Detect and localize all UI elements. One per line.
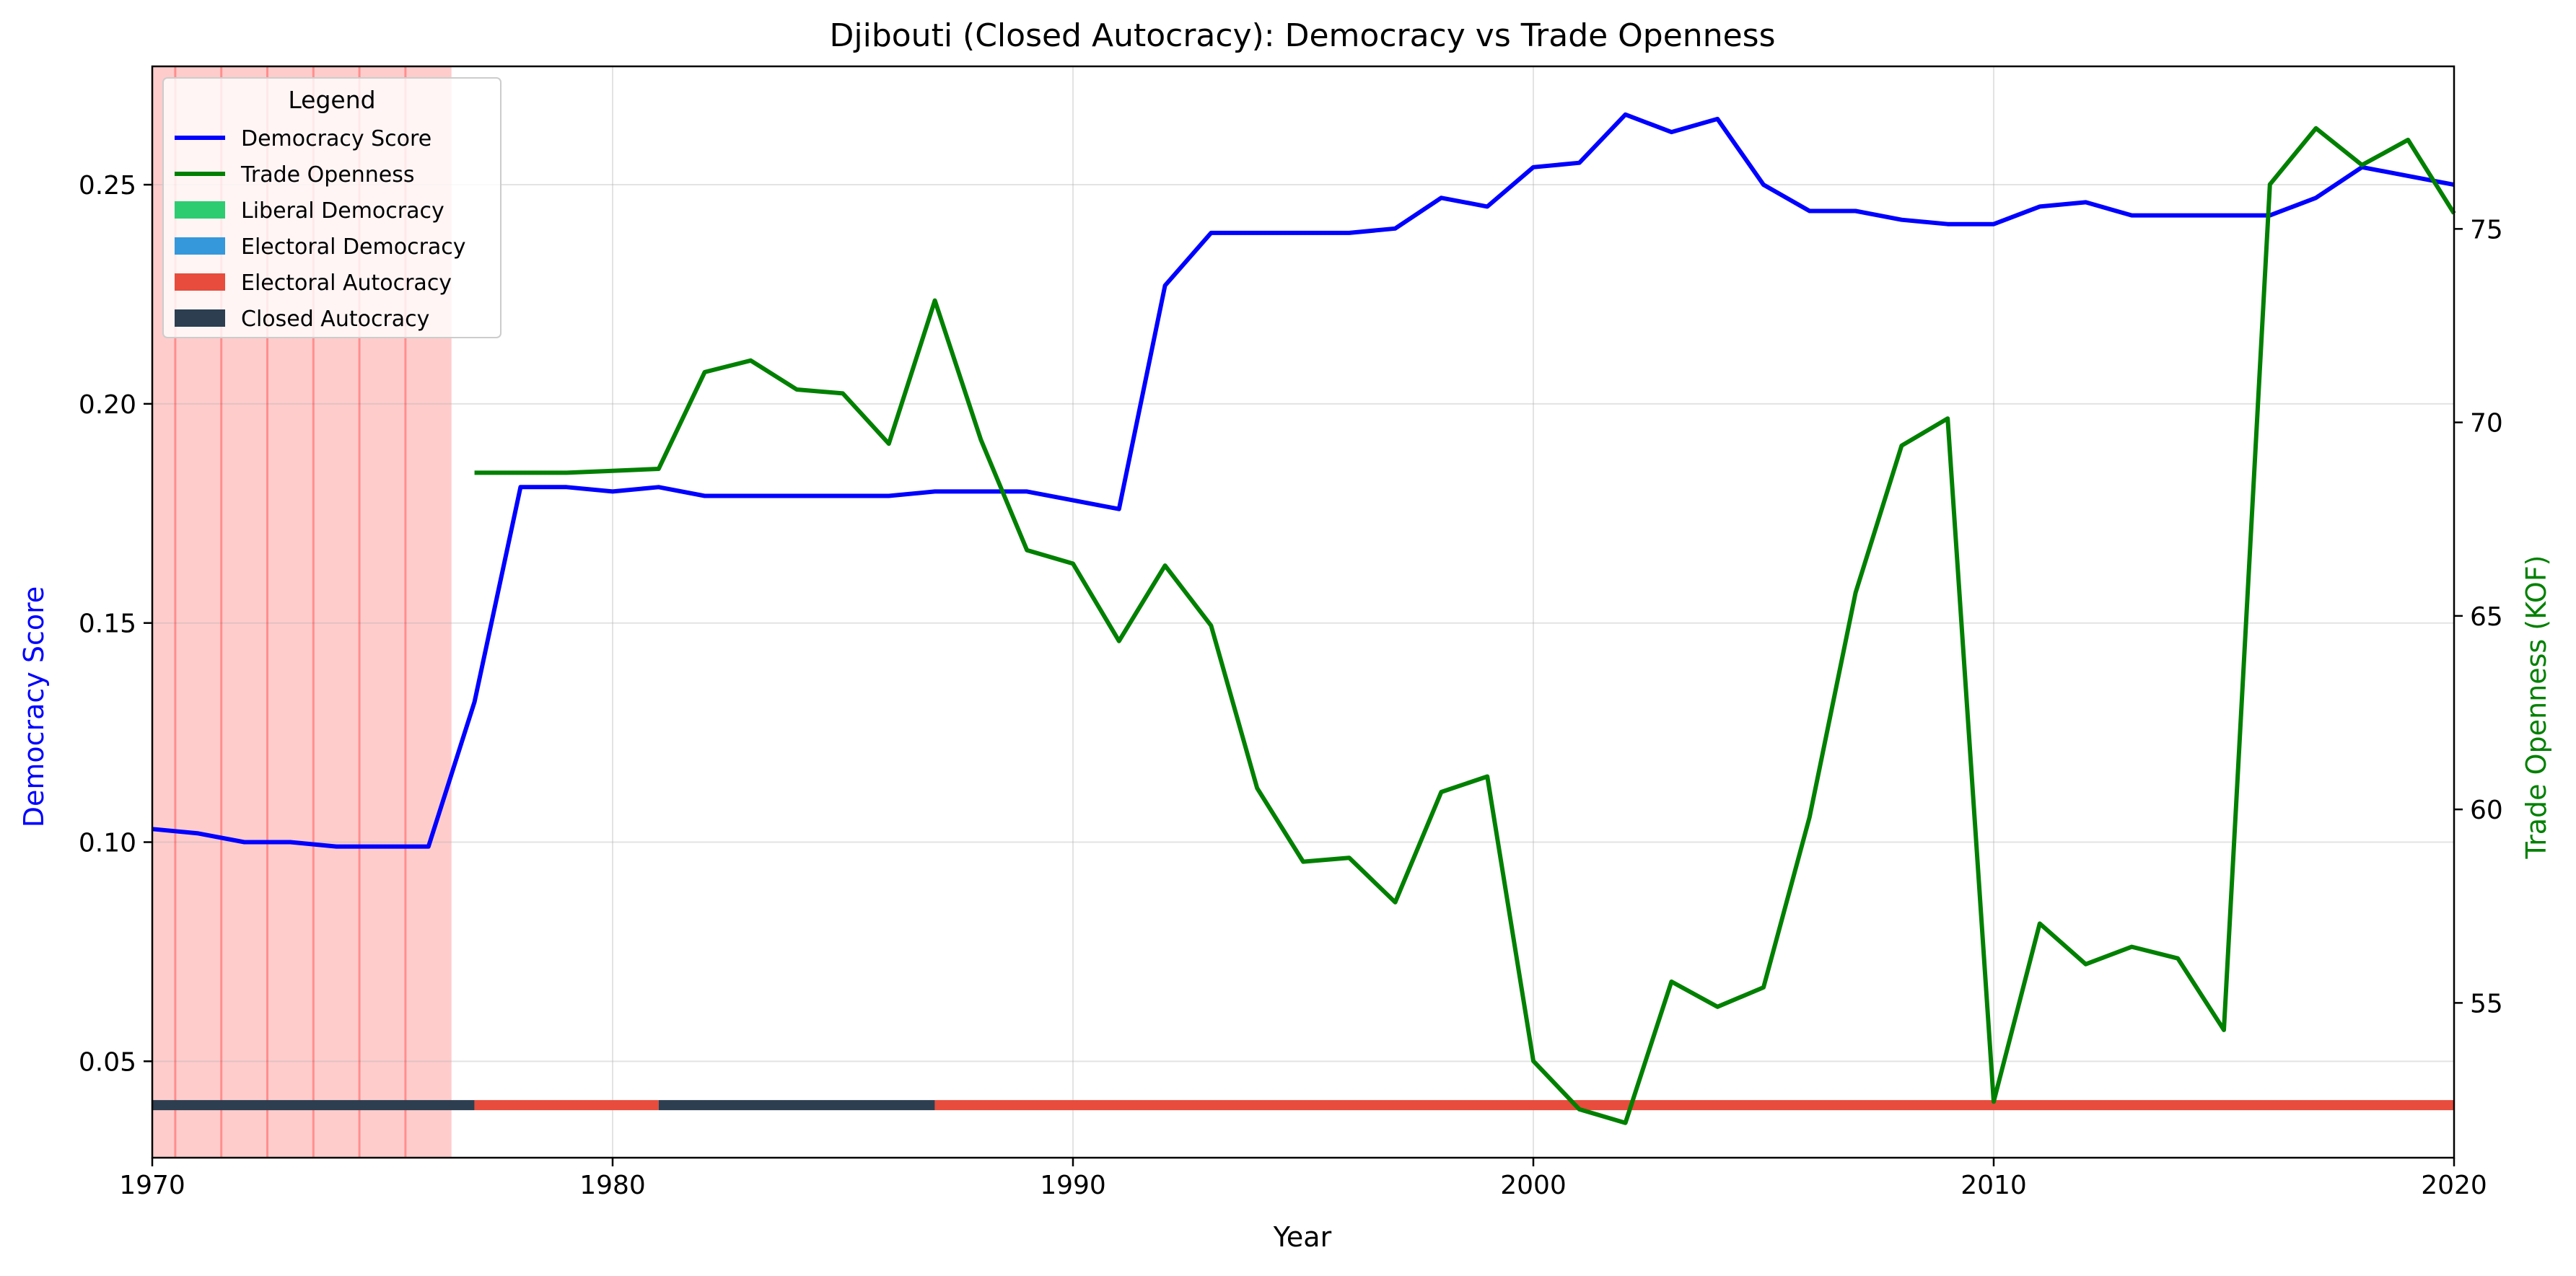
legend-patch-swatch	[175, 309, 225, 327]
plot-area: 1970 1980 1990 2000 2010 2020 0.05 0.10 0.15 0.20…	[79, 65, 2503, 1200]
y-left-tick-label: 0.05	[79, 1047, 136, 1077]
legend-entry-label: Electoral Democracy	[241, 234, 466, 260]
legend-entry-label: Electoral Autocracy	[241, 270, 452, 296]
y-right-tick-label: 75	[2470, 215, 2503, 245]
y-right-tick-label: 70	[2470, 409, 2503, 439]
legend-entry-label: Closed Autocracy	[241, 307, 429, 332]
legend-patch-swatch	[175, 237, 225, 255]
legend-box	[162, 77, 501, 338]
legend-entry-label: Liberal Democracy	[241, 198, 444, 224]
series-line-trade-openness	[474, 126, 2456, 1125]
chart-title: Djibouti (Closed Autocracy): Democracy v…	[830, 17, 1776, 54]
legend-title: Legend	[288, 86, 375, 114]
x-tick-label: 2010	[1961, 1171, 2027, 1200]
x-axis-label: Year	[1273, 1221, 1332, 1253]
y-right-tick-label: 55	[2470, 989, 2503, 1018]
y-right-tick-label: 60	[2470, 796, 2503, 825]
y-right-axis-label: Trade Openness (KOF)	[2520, 555, 2552, 859]
y-right-tick-label: 65	[2470, 602, 2503, 632]
y-left-tick-label: 0.15	[79, 610, 136, 639]
x-tick-label: 1980	[579, 1171, 646, 1200]
x-tick-label: 2020	[2421, 1171, 2487, 1200]
legend-entry-label: Democracy Score	[241, 126, 431, 151]
y-left-tick-label: 0.20	[79, 390, 136, 420]
x-tick-label: 1970	[119, 1171, 185, 1200]
legend-patch-swatch	[175, 273, 225, 291]
y-left-tick-label: 0.10	[79, 829, 136, 858]
series-line-democracy-score	[152, 112, 2455, 849]
legend: Legend Democracy Score Trade Openness Liber…	[162, 77, 501, 338]
x-tick-label: 2000	[1500, 1171, 1567, 1200]
legend-patch-swatch	[175, 201, 225, 219]
plot-frame	[151, 65, 2455, 1159]
legend-entry-label: Trade Openness	[240, 162, 415, 188]
y-left-tick-label: 0.25	[79, 171, 136, 201]
x-tick-label: 1990	[1040, 1171, 1106, 1200]
y-left-axis-label: Democracy Score	[18, 586, 50, 828]
